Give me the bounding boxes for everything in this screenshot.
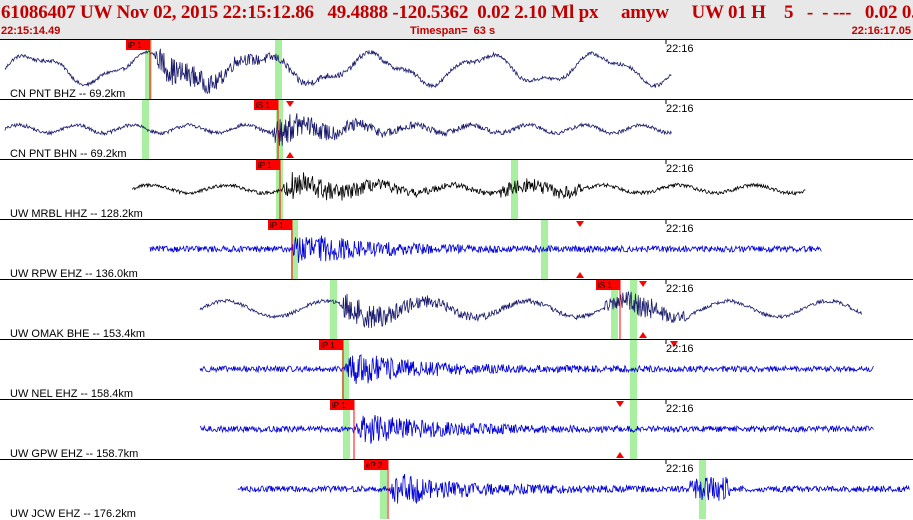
channel-label: UW NEL EHZ -- 158.4km bbox=[10, 388, 133, 400]
channel-label: UW OMAK BHE -- 153.4km bbox=[10, 328, 145, 340]
end-time: 22:16:17.05 bbox=[851, 25, 911, 37]
channel-label: UW RPW EHZ -- 136.0km bbox=[10, 268, 138, 280]
pick-window-marker bbox=[699, 460, 706, 519]
waveform-trace bbox=[131, 171, 806, 201]
trace-panel: iS 1 22:16 UW OMAK BHE -- 153.4km bbox=[0, 279, 913, 340]
pick-label: iP 1 bbox=[321, 341, 335, 350]
pick-window-marker bbox=[611, 280, 618, 339]
seismogram-panels: iP 1 22:16 CN PNT BHZ -- 69.2km iS 1 22:16 CN… bbox=[0, 39, 913, 520]
pick-window-marker bbox=[145, 40, 152, 99]
pick-window-marker bbox=[630, 400, 637, 459]
pick-window-marker bbox=[275, 40, 282, 99]
waveform-trace bbox=[199, 415, 874, 444]
pick-flag bbox=[268, 220, 292, 230]
waveform-trace bbox=[149, 235, 822, 263]
time-label: 22:16 bbox=[666, 283, 694, 295]
timespan-label: Timespan= 63 s bbox=[410, 25, 496, 37]
arrival-arrow-up bbox=[576, 272, 584, 278]
waveform-trace bbox=[4, 48, 672, 95]
arrival-arrow-down bbox=[616, 401, 624, 407]
channel-label: UW GPW EHZ -- 158.7km bbox=[10, 448, 138, 460]
arrival-arrow-up bbox=[286, 152, 294, 158]
pick-label: iP 1 bbox=[128, 41, 142, 50]
time-label: 22:16 bbox=[666, 163, 694, 175]
event-header: 61086407 UW Nov 02, 2015 22:15:12.86 49.… bbox=[0, 0, 913, 39]
time-label: 22:16 bbox=[666, 43, 694, 55]
arrival-arrow-down bbox=[286, 101, 294, 107]
time-label: 22:16 bbox=[666, 103, 694, 115]
trace-panel: eP 2 22:16 UW JCW EHZ -- 176.2km bbox=[0, 459, 913, 520]
pick-label: iP 1 bbox=[258, 161, 272, 170]
channel-label: UW JCW EHZ -- 176.2km bbox=[10, 508, 136, 520]
start-time: 22:15:14.49 bbox=[1, 25, 61, 37]
waveform-trace bbox=[199, 291, 862, 329]
waveform-trace bbox=[4, 113, 672, 146]
channel-label: CN PNT BHZ -- 69.2km bbox=[10, 88, 125, 100]
waveform-trace bbox=[199, 353, 874, 385]
arrival-arrow-down bbox=[639, 281, 647, 287]
trace-panel: iP 1 22:16 UW MRBL HHZ -- 128.2km bbox=[0, 159, 913, 220]
trace-panel: iS 1 22:16 CN PNT BHN -- 69.2km bbox=[0, 99, 913, 160]
arrival-arrow-down bbox=[576, 221, 584, 227]
time-label: 22:16 bbox=[666, 343, 694, 355]
trace-panel: iP 1 22:16 UW NEL EHZ -- 158.4km bbox=[0, 339, 913, 400]
channel-label: CN PNT BHN -- 69.2km bbox=[10, 148, 127, 160]
event-title: 61086407 UW Nov 02, 2015 22:15:12.86 49.… bbox=[1, 2, 913, 23]
pick-window-marker bbox=[380, 460, 387, 519]
time-label: 22:16 bbox=[666, 463, 694, 475]
pick-flag bbox=[126, 40, 150, 50]
trace-panel: iP 1 22:16 CN PNT BHZ -- 69.2km bbox=[0, 39, 913, 100]
pick-flag bbox=[596, 280, 620, 290]
pick-label: iP 1 bbox=[332, 401, 346, 410]
pick-label: eP 2 bbox=[366, 461, 383, 470]
pick-label: iS 1 bbox=[598, 281, 612, 290]
channel-label: UW MRBL HHZ -- 128.2km bbox=[10, 208, 143, 220]
pick-label: iS 1 bbox=[256, 101, 270, 110]
pick-flag bbox=[256, 160, 280, 170]
pick-window-marker bbox=[342, 340, 349, 399]
waveform-trace bbox=[237, 473, 910, 505]
trace-panel: iP 1 22:16 UW GPW EHZ -- 158.7km bbox=[0, 399, 913, 460]
arrival-arrow-up bbox=[639, 332, 647, 338]
pick-window-marker bbox=[142, 100, 149, 159]
pick-flag bbox=[330, 400, 354, 410]
pick-flag bbox=[319, 340, 343, 350]
pick-window-marker bbox=[541, 220, 548, 279]
pick-flag bbox=[364, 460, 388, 470]
pick-window-marker bbox=[343, 400, 350, 459]
arrival-arrow-down bbox=[670, 341, 678, 347]
pick-flag bbox=[254, 100, 278, 110]
pick-window-marker bbox=[330, 280, 337, 339]
pick-label: iP 1 bbox=[270, 221, 284, 230]
arrival-arrow-up bbox=[616, 452, 624, 458]
time-label: 22:16 bbox=[666, 223, 694, 235]
trace-panel: iP 1 22:16 UW RPW EHZ -- 136.0km bbox=[0, 219, 913, 280]
time-label: 22:16 bbox=[666, 403, 694, 415]
